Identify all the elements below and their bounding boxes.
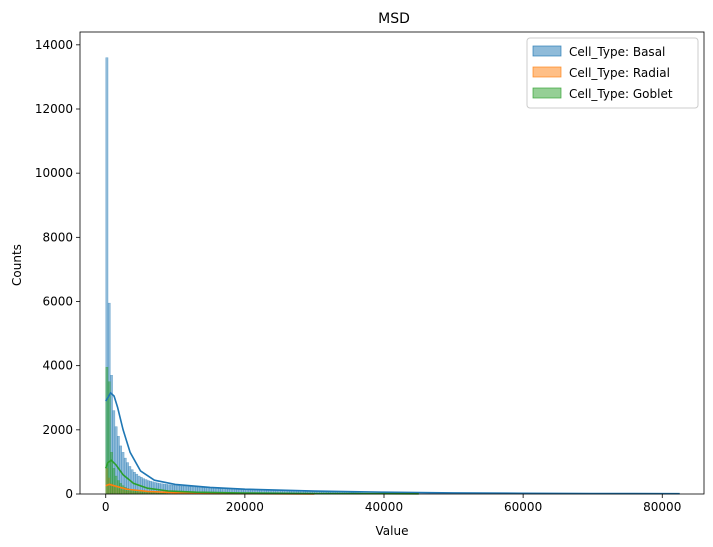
legend-label: Cell_Type: Goblet — [569, 87, 673, 101]
y-axis-label: Counts — [10, 244, 24, 286]
legend-box — [526, 37, 699, 109]
histogram-bar — [112, 468, 116, 495]
histogram-bar — [135, 490, 139, 495]
histogram-bar — [137, 490, 141, 495]
x-tick-label: 80000 — [643, 500, 681, 514]
histogram-bar — [119, 483, 123, 495]
y-tick-label: 4000 — [42, 359, 73, 373]
histogram-bar — [110, 452, 113, 495]
y-tick-label: 10000 — [35, 166, 73, 180]
axes: 0 20000 40000 60000 80000 0 2000 4000 6000 8000 10… — [35, 31, 705, 514]
plot-frame — [79, 31, 705, 495]
y-tick-label: 0 — [65, 487, 73, 501]
histogram-bar — [114, 475, 118, 495]
series-1-kde-line — [105, 391, 680, 495]
chart-title: MSD — [378, 11, 410, 27]
x-tick-label: 20000 — [226, 500, 264, 514]
y-tick-label: 2000 — [42, 423, 73, 437]
plot-area — [104, 57, 680, 495]
series-3-kde-line — [104, 459, 419, 495]
legend-label: Cell_Type: Radial — [569, 66, 670, 80]
legend: Cell_Type: Basal Cell_Type: Radial Cell_Ty… — [526, 37, 699, 109]
x-tick-label: 40000 — [365, 500, 403, 514]
y-tick-label: 6000 — [42, 295, 73, 309]
histogram-bar — [105, 367, 109, 495]
y-tick-label: 12000 — [35, 102, 73, 116]
series-1-bars — [105, 57, 389, 495]
histogram-bar — [121, 485, 125, 495]
y-tick-label: 8000 — [42, 230, 73, 244]
x-tick-label: 0 — [102, 500, 110, 514]
x-tick-label: 60000 — [504, 500, 542, 514]
legend-label: Cell_Type: Basal — [569, 45, 665, 59]
legend-swatch — [532, 66, 562, 78]
legend-swatch — [532, 45, 562, 57]
histogram-bar — [107, 381, 111, 495]
x-axis-label: Value — [376, 524, 409, 538]
legend-swatch — [532, 87, 562, 99]
y-tick-label: 14000 — [35, 38, 73, 52]
